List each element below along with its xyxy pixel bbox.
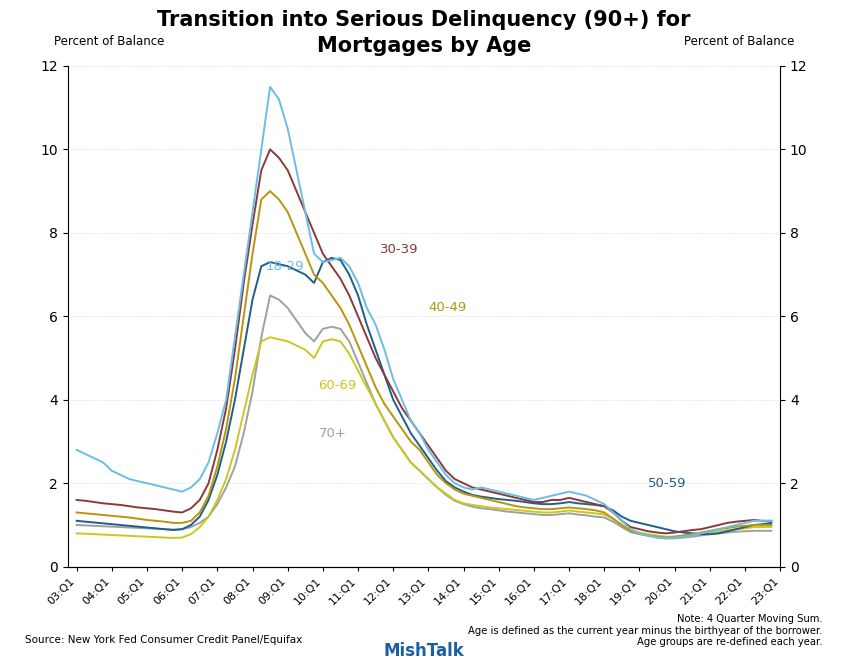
Text: 40-49: 40-49 (428, 301, 466, 314)
Text: Mortgages by Age: Mortgages by Age (317, 36, 531, 56)
Text: 18-29: 18-29 (265, 260, 304, 273)
Text: 60-69: 60-69 (319, 379, 357, 391)
Text: Percent of Balance: Percent of Balance (53, 36, 164, 48)
Text: Source: New York Fed Consumer Credit Panel/Equifax: Source: New York Fed Consumer Credit Pan… (25, 635, 303, 645)
Text: Percent of Balance: Percent of Balance (684, 36, 795, 48)
Text: Note: 4 Quarter Moving Sum.
Age is defined as the current year minus the birthye: Note: 4 Quarter Moving Sum. Age is defin… (468, 614, 823, 647)
Text: 70+: 70+ (319, 426, 346, 440)
Text: MishTalk: MishTalk (383, 642, 465, 659)
Text: 30-39: 30-39 (380, 243, 419, 256)
Text: Transition into Serious Delinquency (90+) for: Transition into Serious Delinquency (90+… (157, 10, 691, 30)
Text: 50-59: 50-59 (648, 476, 687, 490)
